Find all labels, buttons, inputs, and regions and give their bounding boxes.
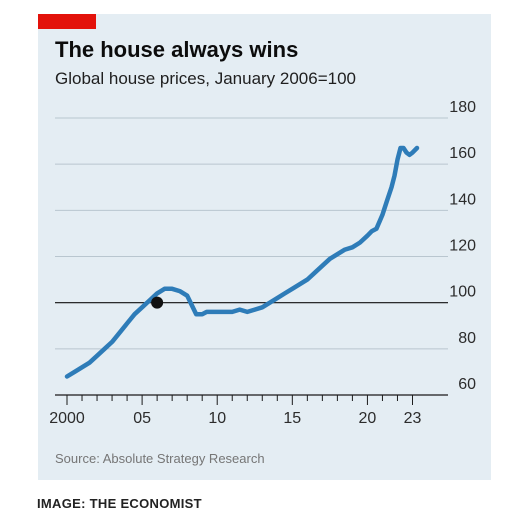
series-line-0 (64, 145, 420, 379)
x-tick-label-15: 15 (283, 410, 301, 427)
y-tick-label-120: 120 (449, 238, 476, 255)
y-tick-label-100: 100 (449, 284, 476, 301)
chart-title: The house always wins (55, 37, 299, 62)
chart-subtitle: Global house prices, January 2006=100 (55, 69, 357, 88)
y-tick-label-60: 60 (458, 376, 476, 393)
x-tick-label-05: 05 (133, 410, 151, 427)
chart-panel: The house always wins Global house price… (38, 14, 491, 480)
x-tick-label-2000: 2000 (49, 410, 85, 427)
line-chart: 60 80 100 120 140 160 180 2000 05 10 15 20 23 (49, 99, 476, 427)
economist-red-tab (38, 14, 96, 29)
y-tick-label-140: 140 (449, 191, 476, 208)
y-tick-label-80: 80 (458, 330, 476, 347)
y-tick-label-160: 160 (449, 145, 476, 162)
image-credit: IMAGE: THE ECONOMIST (37, 496, 202, 511)
y-tick-label-180: 180 (449, 99, 476, 116)
chart-source: Source: Absolute Strategy Research (55, 451, 265, 466)
x-tick-label-23: 23 (404, 410, 422, 427)
x-tick-label-10: 10 (208, 410, 226, 427)
highlight-point (151, 296, 164, 309)
x-tick-label-20: 20 (359, 410, 377, 427)
